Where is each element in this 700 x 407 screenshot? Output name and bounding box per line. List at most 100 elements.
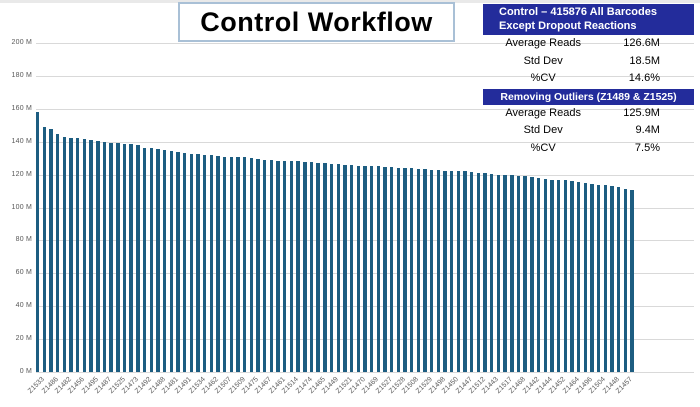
bar — [249, 158, 254, 372]
bar — [263, 159, 267, 372]
bar — [216, 155, 220, 372]
bar — [289, 161, 294, 372]
bar — [316, 163, 320, 372]
stat-row-std-dev: Std Dev 18.5M — [483, 53, 694, 71]
bar — [389, 167, 394, 372]
bar — [122, 144, 127, 372]
bar — [470, 172, 474, 372]
bar — [189, 154, 193, 372]
bar — [563, 180, 567, 372]
bar — [383, 167, 387, 372]
gridline — [36, 108, 694, 110]
bar — [202, 154, 207, 372]
stat-value: 126.6M — [623, 37, 660, 49]
stat-row-std-dev-2: Std Dev 9.4M — [483, 122, 694, 140]
bar — [42, 126, 47, 372]
bar — [483, 173, 487, 372]
bar — [36, 112, 40, 372]
y-axis-label: 120 M — [11, 170, 32, 178]
stat-value: 125.9M — [623, 106, 660, 119]
bars-layer — [36, 43, 637, 372]
y-axis-label: 60 M — [15, 269, 32, 277]
bar — [596, 184, 601, 372]
bar — [129, 144, 133, 372]
bar — [222, 156, 227, 372]
bar — [543, 178, 547, 372]
bar — [530, 177, 534, 372]
y-axis-label: 40 M — [15, 302, 32, 310]
bar — [296, 161, 300, 372]
stats-header-outliers: Removing Outliers (Z1489 & Z1525) — [483, 88, 694, 105]
bar — [196, 154, 200, 372]
gridline — [36, 43, 694, 44]
stat-label: Std Dev — [523, 124, 563, 136]
chart-title: Control Workflow — [200, 6, 433, 37]
bar — [243, 157, 247, 372]
bar — [369, 166, 374, 372]
y-axis-label: 80 M — [15, 236, 32, 244]
bar — [409, 168, 414, 372]
bar — [62, 136, 67, 372]
y-axis-label: 20 M — [15, 335, 32, 343]
bar — [590, 183, 594, 372]
bar — [343, 164, 347, 372]
bar — [450, 170, 454, 372]
bar — [423, 168, 427, 372]
bar — [336, 163, 340, 372]
x-axis: Z1533 Z1486 Z1482 Z1456 Z1495 Z1487 Z1525 Z1473… — [27, 376, 676, 407]
bar — [610, 186, 614, 372]
bar — [583, 182, 587, 372]
bar — [309, 162, 314, 372]
bar — [162, 149, 167, 372]
stat-value: 7.5% — [634, 141, 660, 154]
bar — [156, 149, 160, 372]
bar — [490, 173, 494, 372]
bar — [49, 129, 53, 372]
bar — [176, 151, 180, 372]
bar — [603, 185, 608, 372]
bar — [476, 173, 481, 372]
bar — [443, 170, 447, 372]
stat-label: Std Dev — [523, 54, 563, 67]
bar — [523, 176, 527, 372]
bar — [623, 188, 628, 372]
bar — [496, 174, 501, 372]
stat-value: 14.6% — [628, 72, 660, 84]
y-axis-label: 140 M — [11, 137, 32, 145]
bar — [116, 143, 120, 372]
slide-top-edge — [0, 0, 700, 3]
bar — [69, 137, 73, 372]
bar — [630, 190, 634, 372]
bar — [463, 171, 467, 372]
bar — [556, 179, 561, 372]
stats-header-line1: Control – 415876 All Barcodes — [499, 6, 657, 18]
chart-title-box: Control Workflow — [178, 2, 455, 42]
bar — [229, 156, 234, 372]
bar — [363, 165, 367, 372]
bar — [456, 171, 461, 372]
bar — [510, 175, 514, 372]
y-axis-label: 200 M — [11, 39, 32, 46]
stat-label: %CV — [530, 141, 556, 154]
bar — [56, 134, 60, 372]
bar — [182, 153, 187, 372]
stat-row-cv-2: %CV 7.5% — [483, 140, 694, 158]
bar — [570, 181, 574, 372]
stats-header-control: Control – 415876 All Barcodes Except Dro… — [483, 4, 694, 35]
stat-label: Average Reads — [505, 37, 581, 49]
bar — [516, 176, 521, 372]
stat-row-cv: %CV 14.6% — [483, 70, 694, 88]
bar — [236, 157, 240, 372]
bar — [269, 159, 274, 372]
bar — [283, 160, 287, 372]
bar — [576, 182, 581, 372]
y-axis-label: 160 M — [11, 104, 32, 112]
bar — [109, 142, 113, 372]
bar — [209, 154, 214, 372]
gridline — [36, 141, 694, 143]
bar — [349, 164, 354, 372]
bar — [303, 162, 307, 372]
gridline — [36, 75, 694, 77]
bar — [376, 166, 380, 372]
y-axis-label: 180 M — [11, 71, 32, 79]
